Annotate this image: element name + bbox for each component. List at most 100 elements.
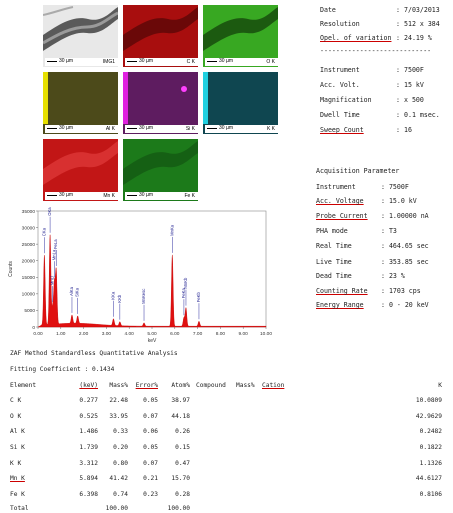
y-tick-label: 30000 bbox=[22, 225, 36, 231]
zaf-cell: 22.48 bbox=[109, 397, 128, 404]
c-map-image bbox=[123, 5, 198, 67]
zaf-element: C K bbox=[10, 397, 22, 404]
scale-text: 30 µm bbox=[139, 125, 153, 131]
zaf-cell: 44.18 bbox=[171, 413, 190, 420]
map-label: IMG1 bbox=[100, 58, 115, 66]
sem-image bbox=[43, 5, 118, 67]
map-label: Al K bbox=[103, 125, 115, 133]
map-label: Si K bbox=[183, 125, 195, 133]
map-c-k: 30 µm C K bbox=[123, 5, 198, 67]
zaf-header: Error% bbox=[135, 382, 158, 389]
info-key: Magnification bbox=[320, 96, 372, 104]
x-tick-label: 10.00 bbox=[260, 331, 272, 337]
zaf-cell: 0.525 bbox=[79, 413, 98, 420]
map-si-k: 30 µm Si K bbox=[123, 72, 198, 134]
x-tick-label: 0.00 bbox=[33, 331, 43, 337]
zaf-cell: 0.74 bbox=[113, 491, 128, 498]
peak-label: CKa bbox=[41, 227, 46, 236]
scale-text: 30 µm bbox=[139, 192, 153, 198]
info-value: 24.19 % bbox=[404, 34, 432, 42]
zaf-cell: 33.95 bbox=[109, 413, 128, 420]
zaf-header: K bbox=[438, 382, 442, 389]
info-value: 7500F bbox=[404, 66, 424, 74]
map-label: O K bbox=[264, 58, 275, 66]
zaf-cell: 6.398 bbox=[79, 491, 98, 498]
zaf-cell: 0.1822 bbox=[419, 444, 442, 451]
info-value: 0.1 msec. bbox=[404, 111, 440, 119]
zaf-cell: 0.33 bbox=[113, 428, 128, 435]
zaf-header: Mass% bbox=[236, 382, 255, 389]
mn-map-image bbox=[43, 139, 118, 201]
zaf-cell: 5.894 bbox=[79, 475, 98, 482]
zaf-header: Compound bbox=[196, 382, 226, 389]
zaf-header: Cation bbox=[262, 382, 285, 389]
info-key: Opel. of variation bbox=[320, 34, 392, 42]
zaf-fitting: Fitting Coefficient : 0.1434 bbox=[10, 366, 115, 373]
info-key: Resolution bbox=[320, 20, 360, 28]
info-key: Sweep Count bbox=[320, 126, 364, 134]
zaf-element: K K bbox=[10, 460, 22, 467]
zaf-cell: 15.70 bbox=[171, 475, 190, 482]
zaf-cell: 0.07 bbox=[143, 460, 158, 467]
al-map-image bbox=[43, 72, 118, 134]
zaf-header: Mass% bbox=[109, 382, 128, 389]
spectrum-chart: 0 5000 10000 15000 20000 25000 30000 35000 0.00 1… bbox=[8, 207, 272, 344]
x-tick-label: 9.00 bbox=[239, 331, 249, 337]
zaf-cell: 0.21 bbox=[143, 475, 158, 482]
zaf-cell: 0.2482 bbox=[419, 428, 442, 435]
zaf-cell: 38.97 bbox=[171, 397, 190, 404]
peak-label: FeLa bbox=[53, 239, 58, 249]
y-tick-label: 15000 bbox=[22, 275, 36, 281]
zaf-header: Atom% bbox=[171, 382, 190, 389]
zaf-element: Si K bbox=[10, 444, 25, 451]
map-img1: 30 µm IMG1 bbox=[43, 5, 118, 67]
k-map-image bbox=[203, 72, 278, 134]
info-value: 16 bbox=[404, 126, 412, 134]
y-axis-label: Counts bbox=[8, 261, 14, 277]
y-tick-label: 25000 bbox=[22, 242, 36, 248]
info-value: x 500 bbox=[404, 96, 424, 104]
zaf-cell: 0.05 bbox=[143, 444, 158, 451]
eds-spectrum: 0 5000 10000 15000 20000 25000 30000 35000 0.00 1… bbox=[4, 205, 276, 347]
zaf-cell: 3.312 bbox=[79, 460, 98, 467]
zaf-cell: 0.06 bbox=[143, 428, 158, 435]
zaf-title: ZAF Method Standardless Quantitative Ana… bbox=[10, 350, 178, 357]
zaf-cell: 0.8106 bbox=[419, 491, 442, 498]
zaf-element: Al K bbox=[10, 428, 25, 435]
zaf-total-cell: 100.00 bbox=[167, 505, 190, 512]
peak-label: MnKesc bbox=[141, 289, 146, 304]
map-label: C K bbox=[184, 58, 195, 66]
zaf-cell: 0.47 bbox=[175, 460, 190, 467]
zaf-cell: 44.6127 bbox=[415, 475, 442, 482]
peak-label: MnLa bbox=[51, 249, 56, 260]
zaf-header: Element bbox=[10, 382, 37, 389]
map-label: Fe K bbox=[182, 192, 195, 200]
info-value: 15 kV bbox=[404, 81, 424, 89]
plot-area bbox=[37, 210, 267, 328]
zaf-total-cell: Total bbox=[10, 505, 29, 512]
scale-text: 30 µm bbox=[59, 58, 73, 64]
x-tick-label: 5.00 bbox=[147, 331, 157, 337]
zaf-cell: 0.80 bbox=[113, 460, 128, 467]
zaf-element: Fe K bbox=[10, 491, 25, 498]
map-k-k: 30 µm K K bbox=[203, 72, 278, 134]
scale-text: 30 µm bbox=[59, 192, 73, 198]
scale-text: 30 µm bbox=[139, 58, 153, 64]
info-value: 7/03/2013 bbox=[404, 6, 440, 14]
map-mn-k: 30 µm Mn K bbox=[43, 139, 118, 201]
peak-label: MnKa bbox=[169, 224, 174, 236]
x-tick-label: 2.00 bbox=[79, 331, 89, 337]
info-key: Acc. Volt. bbox=[320, 81, 360, 89]
y-tick-label: 0 bbox=[32, 325, 35, 331]
zaf-cell: 0.15 bbox=[175, 444, 190, 451]
map-label: Mn K bbox=[101, 192, 115, 200]
zaf-cell: 42.9629 bbox=[415, 413, 442, 420]
scale-text: 30 µm bbox=[219, 125, 233, 131]
peak-label: OKa bbox=[47, 207, 52, 216]
peak-label: FeKa bbox=[181, 288, 186, 299]
x-tick-label: 4.00 bbox=[125, 331, 135, 337]
zaf-cell: 0.20 bbox=[113, 444, 128, 451]
zaf-cell: 0.23 bbox=[143, 491, 158, 498]
map-o-k: 30 µm O K bbox=[203, 5, 278, 67]
zaf-header: (keV) bbox=[79, 382, 98, 389]
